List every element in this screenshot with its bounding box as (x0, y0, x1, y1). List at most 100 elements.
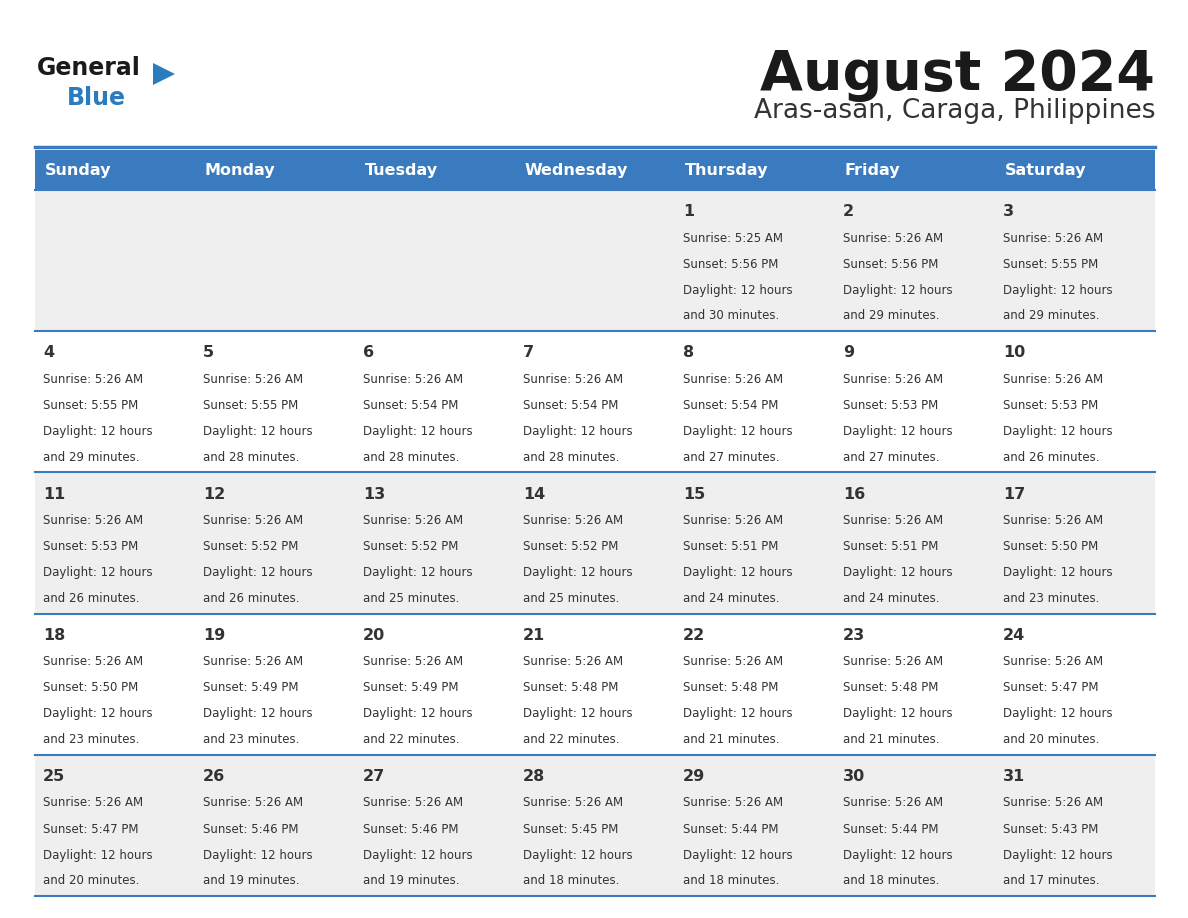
Text: and 22 minutes.: and 22 minutes. (364, 733, 460, 746)
Text: Sunrise: 5:26 AM: Sunrise: 5:26 AM (203, 797, 303, 810)
Text: Daylight: 12 hours: Daylight: 12 hours (683, 425, 792, 438)
Text: August 2024: August 2024 (760, 48, 1155, 102)
Bar (355, 190, 516, 331)
Text: and 28 minutes.: and 28 minutes. (364, 451, 460, 464)
Bar (195, 150, 355, 190)
Text: 9: 9 (843, 345, 854, 361)
Text: Daylight: 12 hours: Daylight: 12 hours (203, 708, 312, 721)
Bar (34, 613, 195, 755)
Text: Sunset: 5:50 PM: Sunset: 5:50 PM (1003, 540, 1098, 554)
Text: Tuesday: Tuesday (365, 162, 437, 177)
Text: Sunset: 5:46 PM: Sunset: 5:46 PM (203, 823, 298, 835)
Text: and 18 minutes.: and 18 minutes. (523, 874, 619, 887)
Bar (355, 755, 516, 896)
Text: and 19 minutes.: and 19 minutes. (364, 874, 460, 887)
Text: 29: 29 (683, 769, 706, 784)
Text: and 25 minutes.: and 25 minutes. (523, 592, 619, 605)
Text: Blue: Blue (67, 86, 126, 110)
Text: 13: 13 (364, 487, 385, 501)
Bar (195, 613, 355, 755)
Text: Daylight: 12 hours: Daylight: 12 hours (203, 425, 312, 438)
Bar (835, 150, 996, 190)
Text: 4: 4 (43, 345, 55, 361)
Text: Sunset: 5:54 PM: Sunset: 5:54 PM (364, 399, 459, 412)
Text: 21: 21 (523, 628, 545, 643)
Text: 31: 31 (1003, 769, 1025, 784)
Text: and 23 minutes.: and 23 minutes. (43, 733, 139, 746)
Text: Sunset: 5:50 PM: Sunset: 5:50 PM (43, 681, 138, 694)
Text: Sunset: 5:54 PM: Sunset: 5:54 PM (523, 399, 619, 412)
Text: Daylight: 12 hours: Daylight: 12 hours (364, 849, 473, 862)
Text: and 26 minutes.: and 26 minutes. (43, 592, 139, 605)
Text: Sunset: 5:46 PM: Sunset: 5:46 PM (364, 823, 459, 835)
Text: 2: 2 (843, 204, 854, 219)
Polygon shape (153, 63, 175, 85)
Text: Sunrise: 5:26 AM: Sunrise: 5:26 AM (1003, 514, 1104, 527)
Text: and 19 minutes.: and 19 minutes. (203, 874, 299, 887)
Text: 6: 6 (364, 345, 374, 361)
Text: Daylight: 12 hours: Daylight: 12 hours (843, 284, 953, 297)
Text: and 17 minutes.: and 17 minutes. (1003, 874, 1100, 887)
Text: Sunrise: 5:26 AM: Sunrise: 5:26 AM (43, 655, 143, 668)
Text: Thursday: Thursday (684, 162, 769, 177)
Bar (675, 331, 835, 473)
Text: Daylight: 12 hours: Daylight: 12 hours (43, 708, 152, 721)
Text: Sunset: 5:43 PM: Sunset: 5:43 PM (1003, 823, 1099, 835)
Text: 14: 14 (523, 487, 545, 501)
Text: and 20 minutes.: and 20 minutes. (43, 874, 139, 887)
Text: and 21 minutes.: and 21 minutes. (683, 733, 779, 746)
Bar (195, 331, 355, 473)
Text: 18: 18 (43, 628, 65, 643)
Text: Daylight: 12 hours: Daylight: 12 hours (43, 849, 152, 862)
Text: 5: 5 (203, 345, 214, 361)
Text: 1: 1 (683, 204, 694, 219)
Bar (996, 473, 1155, 613)
Text: and 22 minutes.: and 22 minutes. (523, 733, 619, 746)
Bar (835, 190, 996, 331)
Bar (996, 331, 1155, 473)
Text: Sunrise: 5:26 AM: Sunrise: 5:26 AM (203, 373, 303, 386)
Text: and 24 minutes.: and 24 minutes. (683, 592, 779, 605)
Text: Sunrise: 5:26 AM: Sunrise: 5:26 AM (203, 514, 303, 527)
Bar (355, 613, 516, 755)
Text: and 29 minutes.: and 29 minutes. (1003, 309, 1100, 322)
Text: Sunrise: 5:26 AM: Sunrise: 5:26 AM (43, 514, 143, 527)
Text: Sunset: 5:44 PM: Sunset: 5:44 PM (683, 823, 778, 835)
Text: Daylight: 12 hours: Daylight: 12 hours (683, 284, 792, 297)
Bar (996, 190, 1155, 331)
Text: Daylight: 12 hours: Daylight: 12 hours (43, 566, 152, 579)
Text: and 18 minutes.: and 18 minutes. (683, 874, 779, 887)
Text: Daylight: 12 hours: Daylight: 12 hours (843, 566, 953, 579)
Text: Sunrise: 5:26 AM: Sunrise: 5:26 AM (43, 373, 143, 386)
Text: Daylight: 12 hours: Daylight: 12 hours (364, 708, 473, 721)
Text: Sunset: 5:55 PM: Sunset: 5:55 PM (1003, 258, 1098, 271)
Text: 24: 24 (1003, 628, 1025, 643)
Bar (675, 150, 835, 190)
Text: 10: 10 (1003, 345, 1025, 361)
Text: Daylight: 12 hours: Daylight: 12 hours (364, 566, 473, 579)
Bar (34, 473, 195, 613)
Text: Sunset: 5:48 PM: Sunset: 5:48 PM (683, 681, 778, 694)
Text: 22: 22 (683, 628, 706, 643)
Text: Aras-asan, Caraga, Philippines: Aras-asan, Caraga, Philippines (753, 98, 1155, 124)
Text: Daylight: 12 hours: Daylight: 12 hours (843, 708, 953, 721)
Text: Sunset: 5:56 PM: Sunset: 5:56 PM (843, 258, 939, 271)
Bar (516, 755, 675, 896)
Bar (675, 473, 835, 613)
Text: Sunset: 5:44 PM: Sunset: 5:44 PM (843, 823, 939, 835)
Text: and 27 minutes.: and 27 minutes. (843, 451, 940, 464)
Text: and 18 minutes.: and 18 minutes. (843, 874, 940, 887)
Text: Sunrise: 5:26 AM: Sunrise: 5:26 AM (364, 655, 463, 668)
Bar (516, 150, 675, 190)
Bar (355, 150, 516, 190)
Text: Daylight: 12 hours: Daylight: 12 hours (843, 849, 953, 862)
Text: Daylight: 12 hours: Daylight: 12 hours (523, 708, 633, 721)
Text: Sunset: 5:52 PM: Sunset: 5:52 PM (203, 540, 298, 554)
Text: 26: 26 (203, 769, 226, 784)
Text: Sunrise: 5:26 AM: Sunrise: 5:26 AM (843, 373, 943, 386)
Bar (195, 190, 355, 331)
Text: Sunrise: 5:26 AM: Sunrise: 5:26 AM (364, 373, 463, 386)
Bar (355, 473, 516, 613)
Text: Daylight: 12 hours: Daylight: 12 hours (43, 425, 152, 438)
Text: Sunset: 5:53 PM: Sunset: 5:53 PM (843, 399, 939, 412)
